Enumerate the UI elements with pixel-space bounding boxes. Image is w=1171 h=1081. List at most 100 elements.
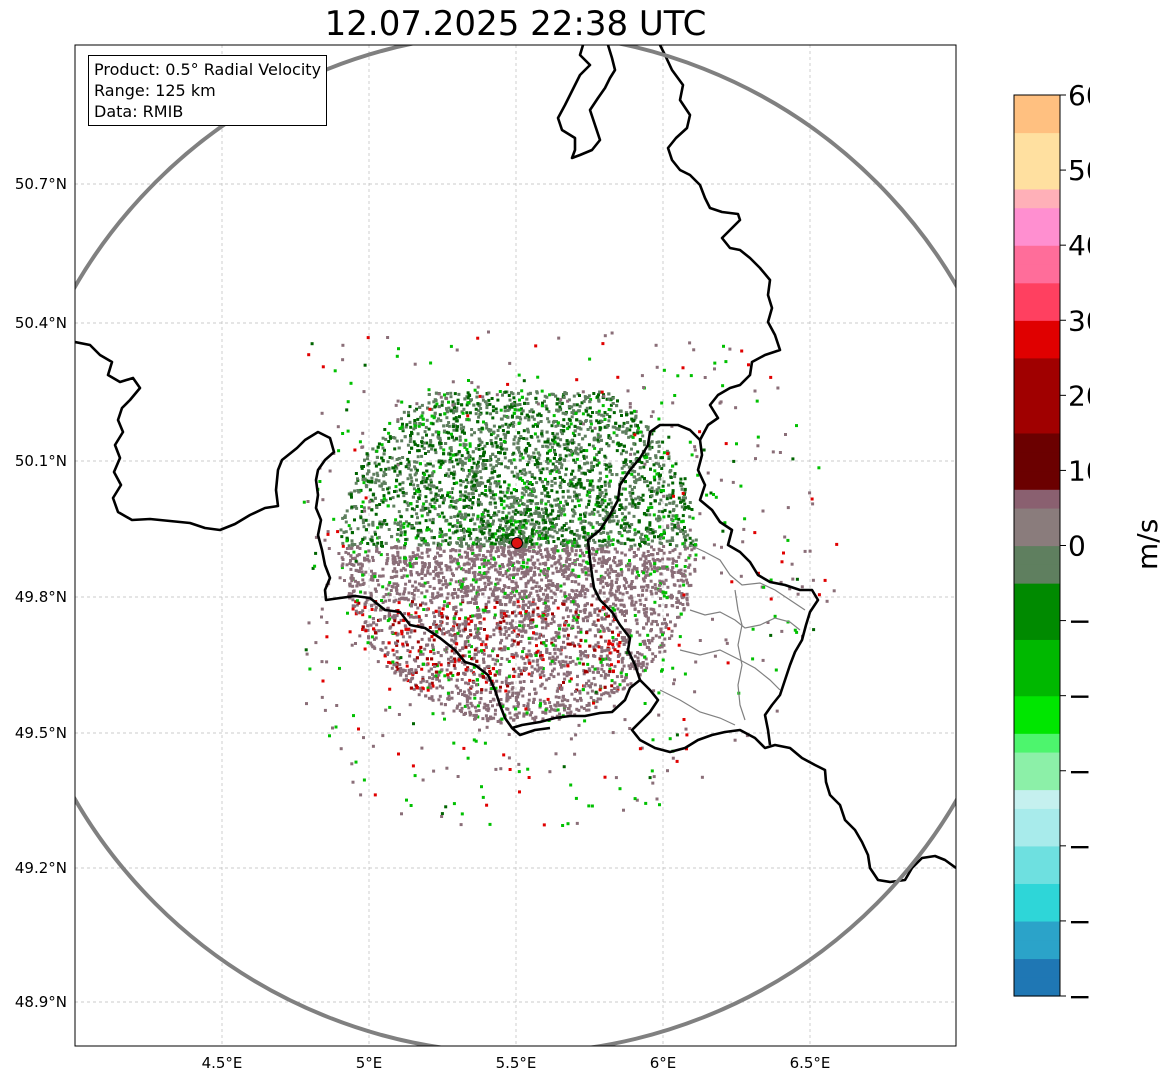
- echo-cell: [480, 672, 484, 676]
- echo-cell: [600, 500, 604, 504]
- echo-cell: [576, 558, 579, 561]
- echo-cell: [403, 669, 407, 673]
- echo-cell: [608, 669, 612, 673]
- echo-cell: [685, 592, 689, 596]
- echo-cell: [460, 430, 464, 434]
- echo-cell: [476, 500, 480, 504]
- echo-cell: [421, 422, 425, 426]
- echo-cell: [355, 599, 359, 603]
- echo-cell: [625, 580, 629, 584]
- echo-cell: [551, 617, 554, 621]
- echo-cell: [494, 550, 498, 554]
- echo-cell: [460, 706, 464, 710]
- echo-cell: [531, 716, 535, 720]
- echo-cell: [475, 395, 479, 399]
- echo-cell: [596, 547, 600, 551]
- echo-cell: [569, 422, 573, 426]
- echo-cell: [562, 575, 566, 578]
- echo-cell: [475, 589, 479, 593]
- echo-cell: [387, 583, 391, 587]
- echo-cell: [446, 583, 450, 587]
- echo-cell: [550, 489, 554, 493]
- echo-cell: [459, 602, 463, 606]
- echo-cell: [422, 502, 426, 506]
- echo-cell: [561, 616, 565, 620]
- echo-cell: [491, 405, 495, 409]
- echo-cell: [512, 667, 516, 671]
- echo-cell: [489, 543, 493, 547]
- echo-cell: [498, 526, 502, 530]
- echo-cell: [544, 502, 548, 506]
- echo-cell: [405, 660, 409, 664]
- echo-cell: [473, 431, 476, 435]
- echo-cell: [403, 568, 407, 572]
- echo-cell: [591, 444, 595, 448]
- echo-cell: [421, 436, 425, 440]
- echo-cell: [473, 564, 477, 568]
- echo-cell: [611, 606, 615, 610]
- echo-cell: [367, 523, 371, 527]
- echo-cell: [687, 556, 691, 560]
- echo-cell: [380, 648, 384, 652]
- echo-cell: [550, 564, 554, 568]
- echo-cell: [484, 643, 488, 647]
- echo-cell: [350, 563, 354, 566]
- echo-cell: [443, 600, 447, 604]
- echo-cell: [517, 439, 521, 442]
- echo-cell: [600, 503, 604, 507]
- echo-cell: [608, 470, 612, 474]
- echo-cell: [560, 423, 564, 427]
- echo-cell: [604, 515, 608, 519]
- echo-cell: [597, 412, 601, 416]
- echo-cell: [577, 493, 581, 497]
- echo-cell: [553, 639, 557, 642]
- echo-cell: [464, 616, 468, 620]
- echo-cell: [463, 694, 467, 697]
- echo-cell: [519, 407, 523, 411]
- echo-cell: [570, 453, 574, 457]
- echo-cell: [551, 462, 555, 466]
- echo-cell: [674, 462, 678, 466]
- echo-cell: [472, 665, 476, 669]
- echo-cell: [430, 695, 434, 699]
- echo-cell: [618, 563, 622, 566]
- echo-cell: [590, 603, 594, 607]
- echo-cell: [636, 547, 640, 551]
- echo-cell: [547, 555, 551, 559]
- echo-cell: [349, 567, 353, 571]
- echo-cell: [662, 643, 666, 647]
- echo-cell: [377, 583, 381, 587]
- echo-cell: [458, 443, 462, 447]
- echo-cell: [541, 658, 545, 662]
- echo-cell: [582, 454, 586, 458]
- echo-cell: [458, 510, 462, 514]
- echo-cell: [401, 487, 405, 491]
- echo-cell: [404, 491, 408, 495]
- echo-cell: [679, 498, 683, 502]
- echo-cell: [595, 453, 599, 457]
- echo-cell: [577, 443, 581, 447]
- echo-cell: [537, 506, 540, 510]
- echo-cell: [496, 474, 500, 478]
- echo-cell: [562, 602, 566, 606]
- echo-cell: [467, 472, 471, 476]
- echo-cell: [468, 678, 472, 682]
- echo-cell: [412, 593, 416, 597]
- echo-cell: [463, 517, 467, 521]
- echo-cell: [401, 427, 405, 431]
- echo-cell: [394, 631, 398, 635]
- echo-cell: [528, 499, 532, 503]
- echo-cell: [599, 686, 603, 690]
- echo-cell: [657, 462, 660, 466]
- echo-cell: [601, 404, 605, 408]
- echo-cell: [493, 662, 497, 666]
- echo-cell: [409, 468, 413, 472]
- echo-cell: [448, 536, 452, 540]
- echo-cell: [660, 645, 664, 649]
- echo-cell: [459, 483, 463, 487]
- echo-cell: [408, 635, 412, 639]
- echo-cell: [351, 607, 355, 611]
- echo-cell: [552, 667, 556, 671]
- echo-cell: [403, 612, 407, 616]
